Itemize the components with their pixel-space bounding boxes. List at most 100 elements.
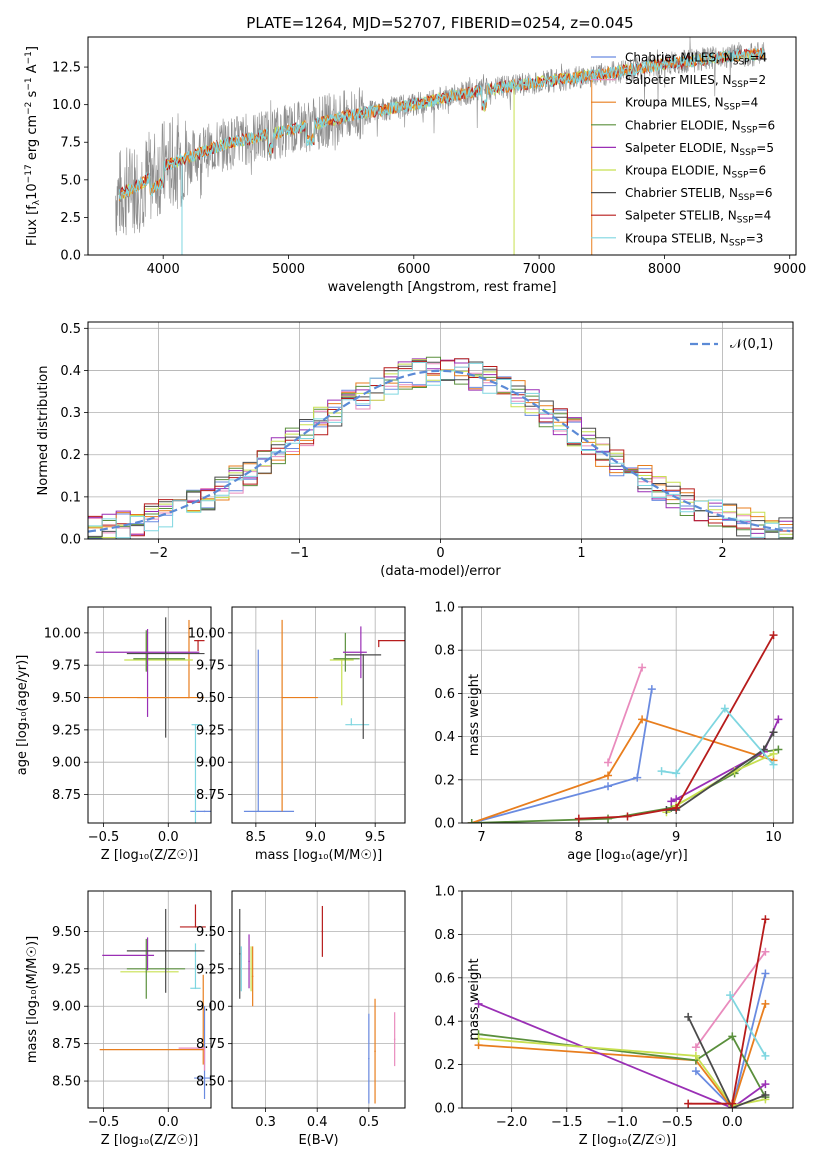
x-tick-label: 4000 xyxy=(147,262,180,277)
x-tick-label: −2.0 xyxy=(496,1115,528,1130)
mass-weight-series-line xyxy=(729,994,767,1057)
x-tick-label: 9.5 xyxy=(365,830,386,845)
y-axis-label-part: λ xyxy=(32,199,42,205)
y-tick-label: 0.8 xyxy=(434,644,455,659)
legend-label-salpeter_stelib: Salpeter STELIB, NSSP=4 xyxy=(625,209,771,226)
plus-marker xyxy=(761,1051,770,1060)
x-tick-label: 6000 xyxy=(397,262,430,277)
massweight-vs-metallicity-panel: −2.0 −1.5 −1.0 −0.5 0.0 0.0 0.2 0.4 0.6 0.8 1.0 Z [… xyxy=(434,885,794,1148)
data-point xyxy=(340,659,343,661)
age-vs-metallicity-panel: −0.5 0.0 8.75 9.00 9.25 9.50 9.75 10.00 Z [log₁₀… xyxy=(15,606,212,863)
legend-label-text: Chabrier ELODIE, N xyxy=(625,118,741,132)
legend-label-text: Salpeter ELODIE, N xyxy=(625,141,739,155)
x-tick-label: −0.5 xyxy=(88,830,120,845)
y-tick-label: 12.5 xyxy=(52,61,81,76)
y-axis-label-part: s xyxy=(25,90,40,101)
y-tick-label: 9.00 xyxy=(52,1000,81,1015)
plus-marker xyxy=(604,771,613,780)
data-point xyxy=(321,930,324,933)
x-tick-label: −0.5 xyxy=(661,1115,693,1130)
plus-marker xyxy=(672,803,681,812)
x-tick-label: −2 xyxy=(149,546,168,561)
x-axis-label: age [log₁₀(age/yr)] xyxy=(567,848,688,863)
data-point xyxy=(240,968,243,970)
y-tick-label: 5.0 xyxy=(60,173,81,188)
plot-area xyxy=(238,905,396,1104)
plus-marker xyxy=(720,704,729,713)
plus-marker xyxy=(761,969,770,978)
mass-weight-series-line xyxy=(471,718,774,823)
y-tick-label: 8.75 xyxy=(52,1037,81,1052)
legend-label-n: =4 xyxy=(741,96,759,110)
y-tick-label: 8.75 xyxy=(52,788,81,803)
y-axis-label-part: erg cm xyxy=(25,115,40,164)
x-tick-label: 9000 xyxy=(773,262,806,277)
y-tick-label: 9.75 xyxy=(52,659,81,674)
plot-area xyxy=(88,356,793,539)
axes-frame xyxy=(461,890,794,1109)
y-tick-label: 1.0 xyxy=(434,885,455,900)
y-axis-label-part: 10 xyxy=(25,183,40,200)
plot-area xyxy=(467,631,783,823)
y-tick-label: 10.00 xyxy=(44,626,81,641)
data-point xyxy=(362,654,365,656)
y-tick-label: 0.2 xyxy=(434,1058,455,1073)
y-tick-label: 0.3 xyxy=(60,406,81,421)
mass-weight-series-line xyxy=(666,731,775,811)
plus-marker xyxy=(761,999,770,1008)
x-axis-label: Z [log₁₀(Z/Z☉)] xyxy=(579,1133,676,1148)
legend-label-sub: SSP xyxy=(733,58,750,68)
data-point xyxy=(164,652,167,655)
y-tick-label: 9.75 xyxy=(196,659,225,674)
x-tick-label: 5000 xyxy=(272,262,305,277)
legend-label-sub: SSP xyxy=(741,125,758,135)
x-tick-label: −1 xyxy=(290,546,309,561)
axes-frame xyxy=(87,36,797,256)
plus-marker xyxy=(638,663,647,672)
data-point xyxy=(202,696,205,699)
x-tick-label: 0.0 xyxy=(158,830,179,845)
plus-marker xyxy=(769,760,778,769)
axes-frame xyxy=(87,890,212,1109)
data-point xyxy=(203,1047,206,1049)
plus-marker xyxy=(761,1080,770,1089)
y-tick-label: 10.0 xyxy=(52,98,81,113)
normal-reference-curve xyxy=(88,369,791,533)
plus-marker xyxy=(726,991,735,1000)
x-tick-label: 9 xyxy=(672,830,680,845)
mass-weight-series-line xyxy=(471,688,653,823)
y-axis-label: age [log₁₀(age/yr)] xyxy=(15,655,30,776)
legend-label-n: =4 xyxy=(754,209,772,223)
plus-marker xyxy=(638,715,647,724)
plus-marker xyxy=(574,814,583,823)
plus-marker xyxy=(769,631,778,640)
legend-label-sub: SSP xyxy=(732,171,749,181)
model-spectrum-line xyxy=(118,47,765,200)
y-axis-label: mass [log₁₀(M/M☉)] xyxy=(25,936,40,1063)
data-point xyxy=(145,657,148,660)
plus-marker xyxy=(604,758,613,767)
mass-weight-series-line xyxy=(478,1037,766,1107)
plus-marker xyxy=(684,1012,693,1021)
legend-label-text: Salpeter STELIB, N xyxy=(625,209,737,223)
y-axis-label-part: A xyxy=(25,64,40,77)
y-axis-label-part: ] xyxy=(25,46,40,51)
plus-marker xyxy=(604,814,613,823)
y-tick-label: 0.8 xyxy=(434,928,455,943)
plus-marker xyxy=(474,999,483,1008)
plot-area xyxy=(99,904,211,1100)
legend-label-sub: SSP xyxy=(729,238,746,248)
plus-marker xyxy=(761,1090,770,1099)
y-tick-label: 10.00 xyxy=(188,626,225,641)
y-tick-label: 9.50 xyxy=(196,925,225,940)
histogram-step-line xyxy=(88,359,793,539)
model-spectrum-line xyxy=(118,47,765,199)
y-tick-label: 8.50 xyxy=(196,1075,225,1090)
plus-marker xyxy=(474,1034,483,1043)
data-point xyxy=(360,651,362,654)
x-tick-label: 8 xyxy=(575,830,583,845)
y-tick-label: 8.75 xyxy=(196,1037,225,1052)
legend-label-chabrier_elodie: Chabrier ELODIE, NSSP=6 xyxy=(625,118,775,135)
plus-marker xyxy=(647,685,656,694)
y-tick-label: 9.25 xyxy=(52,723,81,738)
